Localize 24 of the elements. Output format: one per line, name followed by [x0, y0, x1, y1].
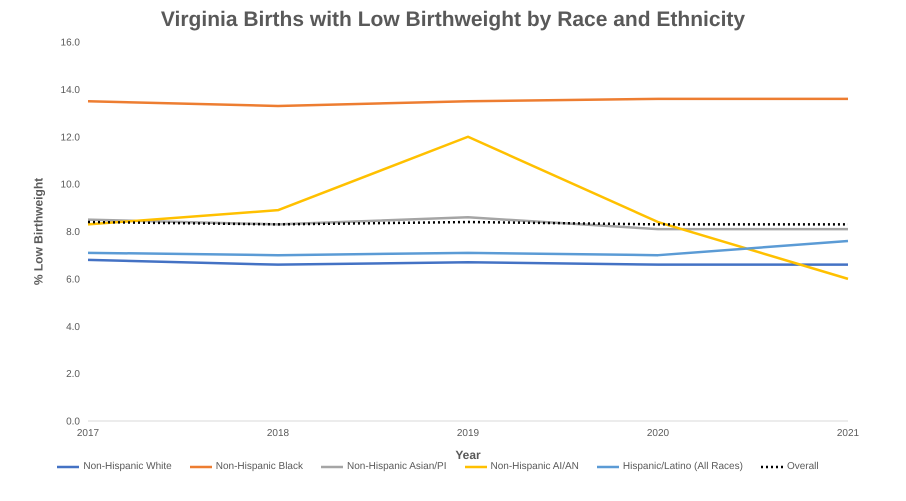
legend-label: Non-Hispanic Asian/PI [347, 461, 446, 472]
y-axis-title: % Low Birthweight [31, 178, 46, 286]
y-tick-label: 14.0 [60, 84, 80, 96]
x-tick-label: 2021 [836, 428, 860, 440]
y-tick-label: 4.0 [66, 322, 80, 333]
x-tick-label: 2020 [646, 428, 670, 440]
chart-title: Virginia Births with Low Birthweight by Race and Ethnicity [160, 8, 746, 32]
y-tick-label: 8.0 [66, 227, 80, 238]
y-tick-label: 6.0 [66, 274, 80, 286]
y-tick-label: 2.0 [66, 369, 80, 380]
y-tick-label: 16.0 [60, 38, 80, 49]
x-axis-title: Year [455, 448, 482, 462]
x-tick-label: 2017 [76, 428, 100, 440]
legend-label: Non-Hispanic AI/AN [490, 461, 579, 472]
y-tick-label: 0.0 [66, 416, 80, 428]
legend-label: Overall [786, 461, 819, 472]
legend-label: Non-Hispanic Black [216, 461, 303, 472]
line-series [86, 136, 850, 280]
x-tick-label: 2018 [266, 428, 290, 440]
y-tick-label: 12.0 [60, 132, 80, 144]
legend-label: Hispanic/Latino (All Races) [622, 461, 743, 472]
y-tick-label: 10.0 [60, 180, 80, 191]
x-tick-label: 2019 [456, 428, 480, 440]
legend-label: Non-Hispanic White [83, 461, 172, 472]
